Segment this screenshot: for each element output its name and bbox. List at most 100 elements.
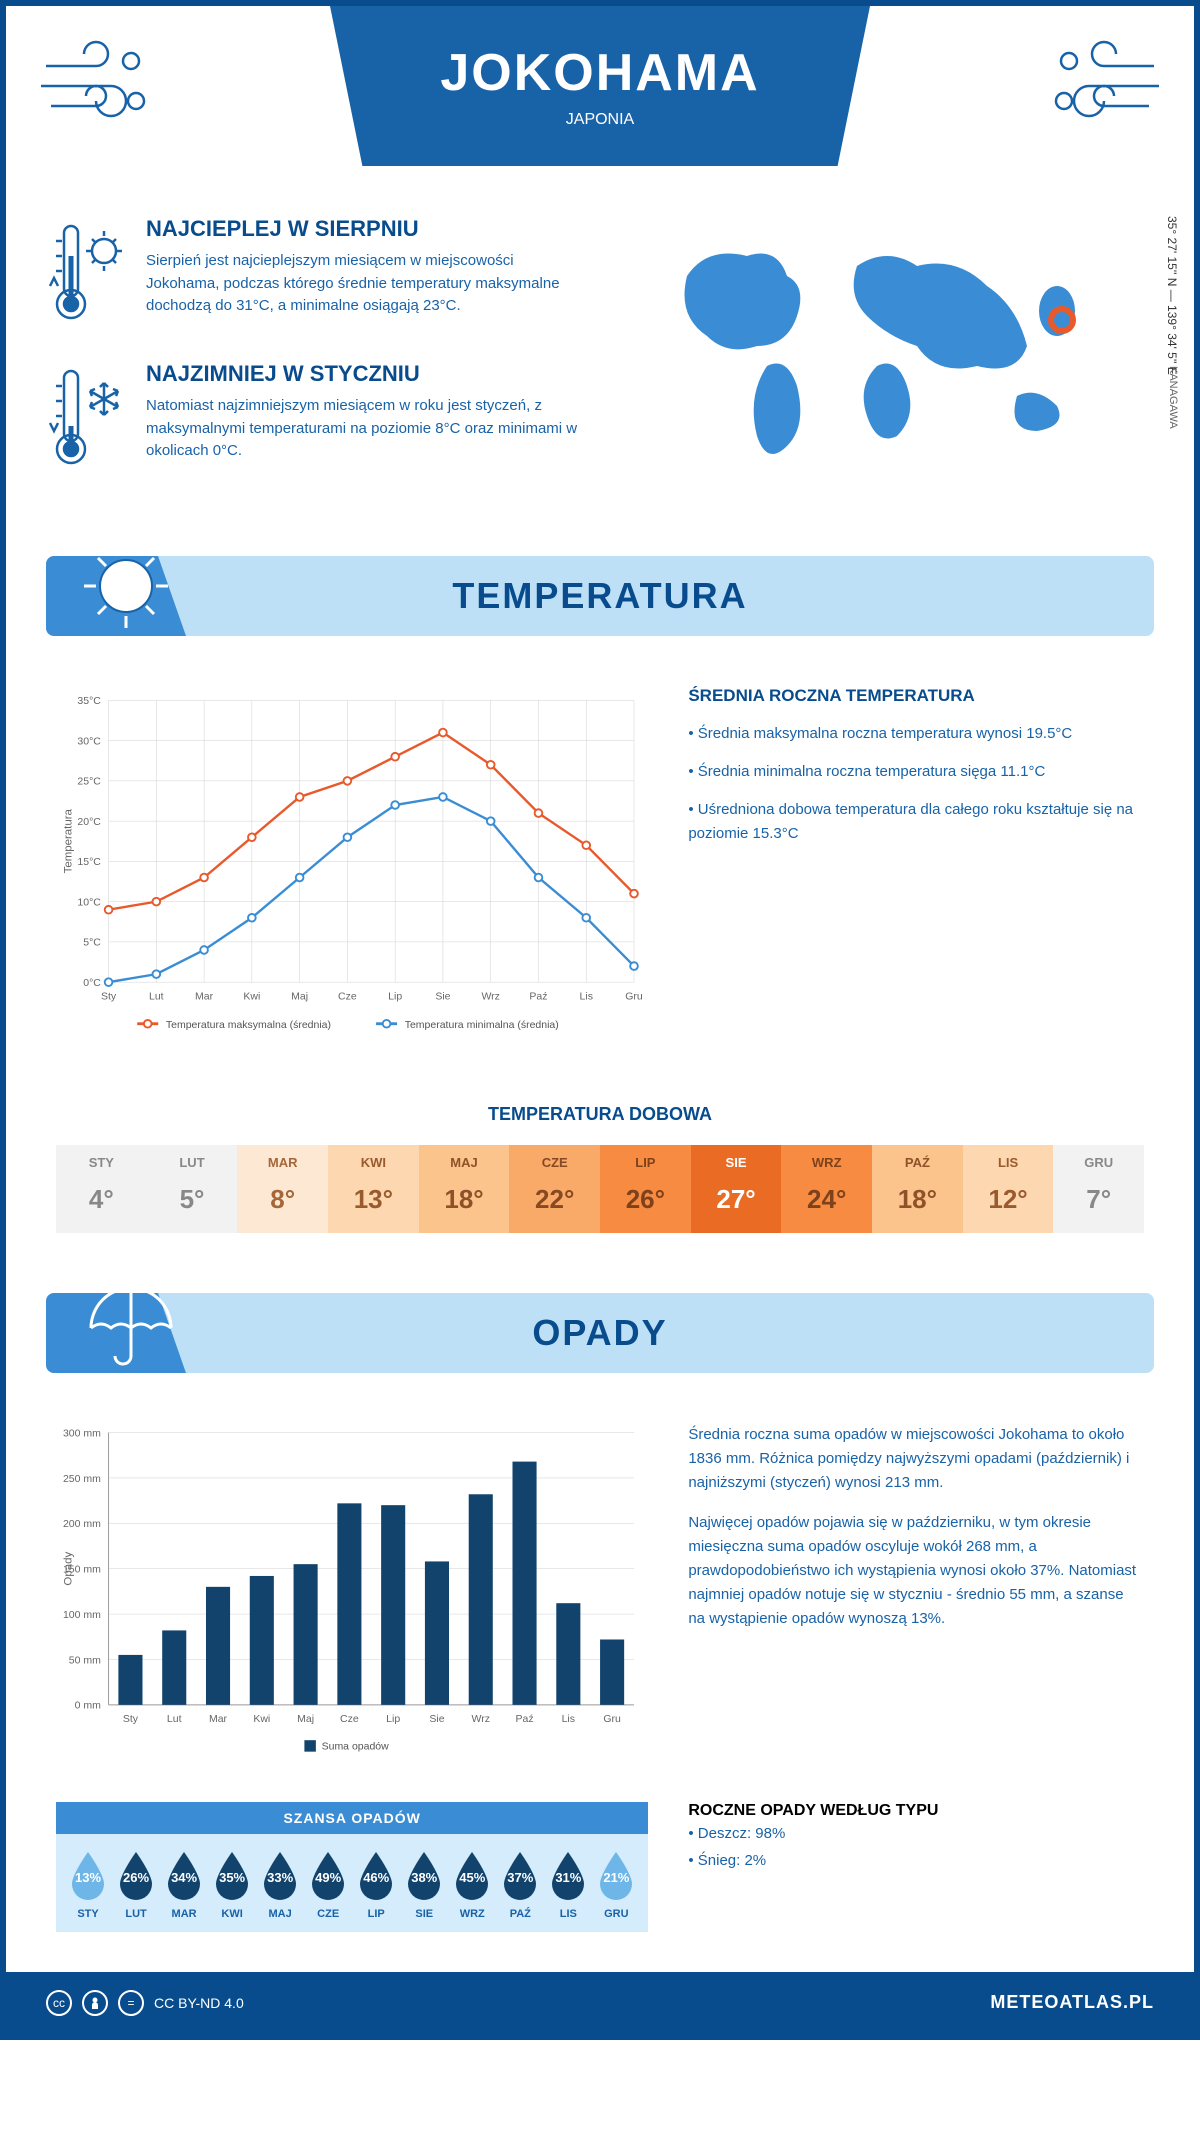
month-label: LUT <box>112 1908 160 1920</box>
svg-text:20°C: 20°C <box>77 816 101 828</box>
svg-text:0 mm: 0 mm <box>75 1700 102 1712</box>
svg-text:Lis: Lis <box>562 1713 575 1725</box>
svg-text:30°C: 30°C <box>77 735 101 747</box>
raindrop-icon: 26% <box>115 1850 157 1902</box>
daily-temp-cell: LIS 12° <box>963 1145 1054 1233</box>
umbrella-icon <box>76 1273 176 1373</box>
chance-cell: 21% GRU <box>592 1850 640 1920</box>
daily-temp-cell: WRZ24° <box>781 1145 872 1233</box>
chance-percent: 37% <box>507 1870 533 1885</box>
raindrop-icon: 34% <box>163 1850 205 1902</box>
svg-text:Opady: Opady <box>62 1552 74 1586</box>
chance-percent: 49% <box>315 1870 341 1885</box>
precipitation-chance-table: SZANSA OPADÓW 13% STY 26% LUT 34% <box>56 1802 648 1932</box>
daily-temp-cell: KWI13° <box>328 1145 419 1233</box>
svg-text:5°C: 5°C <box>83 937 101 949</box>
month-label: KWI <box>208 1908 256 1920</box>
fact-title: NAJCIEPLEJ W SIERPNIU <box>146 216 580 242</box>
chance-percent: 45% <box>459 1870 485 1885</box>
svg-text:Kwi: Kwi <box>243 990 260 1002</box>
footer-license: cc = CC BY-ND 4.0 <box>46 1990 244 2016</box>
month-label: SIE <box>400 1908 448 1920</box>
cc-icon: cc <box>46 1990 72 2016</box>
svg-text:15°C: 15°C <box>77 856 101 868</box>
page: JOKOHAMA JAPONIA <box>0 0 1200 2040</box>
daily-temp-cell: LIP26° <box>600 1145 691 1233</box>
chance-percent: 46% <box>363 1870 389 1885</box>
section-header-precipitation: OPADY <box>46 1293 1154 1373</box>
chance-cell: 34% MAR <box>160 1850 208 1920</box>
svg-text:Gru: Gru <box>603 1713 621 1725</box>
page-title: JOKOHAMA <box>440 43 759 103</box>
svg-text:Mar: Mar <box>195 990 214 1002</box>
temp-value: 13° <box>332 1184 415 1215</box>
month-label: MAJ <box>423 1155 506 1170</box>
svg-text:Maj: Maj <box>297 1713 314 1725</box>
svg-text:10°C: 10°C <box>77 896 101 908</box>
coordinates: 35° 27' 15'' N — 139° 34' 5'' E <box>1165 216 1179 375</box>
svg-text:35°C: 35°C <box>77 695 101 707</box>
daily-temp-cell: SIE27° <box>691 1145 782 1233</box>
svg-text:Paź: Paź <box>515 1713 533 1725</box>
precipitation-lower: SZANSA OPADÓW 13% STY 26% LUT 34% <box>6 1802 1194 1972</box>
svg-text:Temperatura: Temperatura <box>62 808 74 873</box>
month-label: CZE <box>304 1908 352 1920</box>
info-paragraph: Średnia roczna suma opadów w miejscowośc… <box>688 1423 1144 1495</box>
month-label: MAR <box>160 1908 208 1920</box>
temp-value: 5° <box>151 1184 234 1215</box>
svg-text:Suma opadów: Suma opadów <box>322 1741 390 1753</box>
map-column: 35° 27' 15'' N — 139° 34' 5'' E KANAGAWA <box>620 216 1154 506</box>
chance-percent: 35% <box>219 1870 245 1885</box>
daily-temp-cell: MAJ 18° <box>419 1145 510 1233</box>
svg-text:Lut: Lut <box>167 1713 182 1725</box>
svg-text:25°C: 25°C <box>77 776 101 788</box>
month-label: SIE <box>695 1155 778 1170</box>
temp-value: 18° <box>876 1184 959 1215</box>
raindrop-icon: 38% <box>403 1850 445 1902</box>
daily-temp-title: TEMPERATURA DOBOWA <box>56 1104 1144 1125</box>
svg-text:300 mm: 300 mm <box>63 1427 101 1439</box>
chance-percent: 31% <box>555 1870 581 1885</box>
chance-cell: 45% WRZ <box>448 1850 496 1920</box>
temperature-info: ŚREDNIA ROCZNA TEMPERATURA • Średnia mak… <box>688 686 1144 1054</box>
svg-text:Cze: Cze <box>338 990 357 1002</box>
chance-percent: 13% <box>75 1870 101 1885</box>
chance-cell: 33% MAJ <box>256 1850 304 1920</box>
footer: cc = CC BY-ND 4.0 METEOATLAS.PL <box>6 1972 1194 2034</box>
svg-text:Wrz: Wrz <box>481 990 499 1002</box>
facts-column: NAJCIEPLEJ W SIERPNIU Sierpień jest najc… <box>46 216 580 506</box>
region-label: KANAGAWA <box>1167 366 1179 429</box>
precipitation-body: 0 mm50 mm100 mm150 mm200 mm250 mm300 mmS… <box>6 1393 1194 1802</box>
chance-cell: 26% LUT <box>112 1850 160 1920</box>
svg-text:Maj: Maj <box>291 990 308 1002</box>
chance-cell: 31% LIS <box>544 1850 592 1920</box>
month-label: STY <box>64 1908 112 1920</box>
temp-value: 18° <box>423 1184 506 1215</box>
temp-value: 12° <box>967 1184 1050 1215</box>
raindrop-icon: 13% <box>67 1850 109 1902</box>
svg-text:Paź: Paź <box>529 990 547 1002</box>
info-bullet: • Średnia maksymalna roczna temperatura … <box>688 722 1144 746</box>
month-label: CZE <box>513 1155 596 1170</box>
raindrop-icon: 46% <box>355 1850 397 1902</box>
world-map <box>620 216 1154 476</box>
info-title: ŚREDNIA ROCZNA TEMPERATURA <box>688 686 1144 706</box>
type-bullet: • Śnieg: 2% <box>688 1847 1144 1874</box>
chance-body: 13% STY 26% LUT 34% MAR 35% <box>56 1834 648 1932</box>
month-label: MAJ <box>256 1908 304 1920</box>
month-label: LIS <box>967 1155 1050 1170</box>
chance-cell: 46% LIP <box>352 1850 400 1920</box>
daily-temp-row: STY4°LUT5°MAR8°KWI13°MAJ18°CZE22°LIP26°S… <box>56 1145 1144 1233</box>
fact-content: NAJZIMNIEJ W STYCZNIU Natomiast najzimni… <box>146 361 580 476</box>
temperature-line-chart: 0°C5°C10°C15°C20°C25°C30°C35°CStyLutMarK… <box>56 686 648 1054</box>
temp-value: 22° <box>513 1184 596 1215</box>
chance-cell: 37% PAŹ <box>496 1850 544 1920</box>
raindrop-icon: 35% <box>211 1850 253 1902</box>
daily-temp-cell: LUT5° <box>147 1145 238 1233</box>
sun-icon <box>76 536 176 636</box>
svg-text:100 mm: 100 mm <box>63 1609 101 1621</box>
fact-body: Natomiast najzimniejszym miesiącem w rok… <box>146 395 580 463</box>
chance-cell: 38% SIE <box>400 1850 448 1920</box>
svg-text:Sty: Sty <box>101 990 117 1002</box>
month-label: LIP <box>604 1155 687 1170</box>
